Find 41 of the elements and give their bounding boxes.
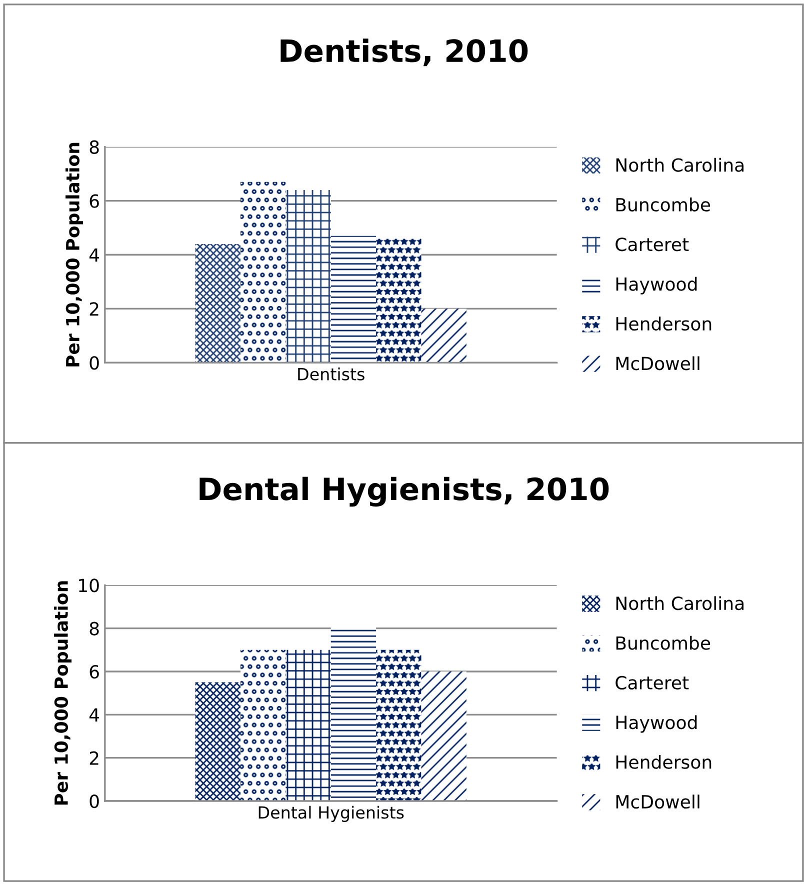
chart-title: Dentists, 2010 — [280, 38, 528, 66]
legend-label: McDowell — [616, 356, 700, 370]
bar — [421, 308, 466, 363]
y-tick-label: 2 — [90, 751, 98, 765]
bar — [376, 650, 422, 801]
y-tick-label: 0 — [90, 794, 99, 808]
bar — [240, 650, 286, 801]
y-tick-label: 0 — [90, 356, 99, 370]
y-tick-label: 10 — [79, 578, 99, 592]
legend-label: Henderson — [616, 754, 712, 769]
y-tick-label: 6 — [90, 194, 99, 208]
y-tick-label: 6 — [90, 664, 99, 679]
legend-label: Carteret — [616, 238, 689, 252]
legend-label: North Carolina — [616, 596, 744, 610]
bar — [195, 682, 240, 801]
x-tick-label: Dental Hygienists — [258, 806, 404, 822]
legend-label: Henderson — [616, 316, 712, 331]
bar — [421, 672, 466, 801]
y-tick-label: 2 — [90, 302, 98, 316]
bar — [195, 244, 240, 363]
legend-label: Buncombe — [616, 636, 710, 650]
legend-label: McDowell — [616, 794, 700, 809]
legend-label: Haywood — [616, 715, 697, 733]
legend-label: Haywood — [616, 276, 697, 294]
bar — [240, 182, 286, 363]
chart-title: Dental Hygienists, 2010 — [200, 476, 609, 507]
bar — [330, 626, 376, 801]
legend-label: North Carolina — [616, 158, 744, 172]
x-tick-label: Dentists — [298, 368, 364, 380]
bar — [330, 236, 376, 363]
y-axis-title: Per 10,000 Population — [66, 142, 84, 366]
y-tick-label: 4 — [89, 708, 100, 722]
bar — [376, 238, 422, 363]
y-tick-label: 4 — [89, 248, 100, 262]
legend-label: Carteret — [616, 676, 689, 690]
bar — [286, 190, 331, 363]
bar — [286, 650, 331, 801]
y-tick-label: 8 — [90, 140, 99, 154]
y-axis-title: Per 10,000 Population — [54, 581, 72, 805]
legend-label: Buncombe — [616, 198, 710, 212]
y-tick-label: 8 — [90, 622, 99, 636]
